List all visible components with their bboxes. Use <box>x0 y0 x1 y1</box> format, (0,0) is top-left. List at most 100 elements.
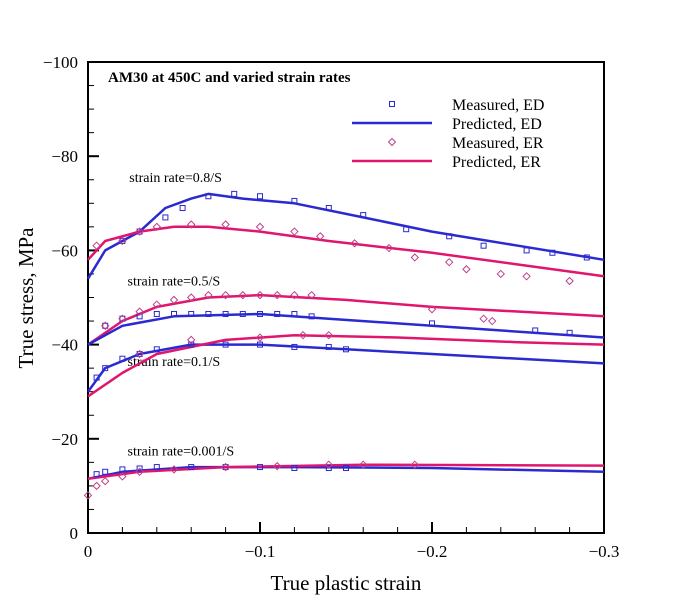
measured-er-point <box>290 227 299 236</box>
strain-rate-annotation: strain rate=0.001/S <box>128 444 235 459</box>
measured-ed-point <box>257 193 263 200</box>
measured-ed-point <box>257 310 263 317</box>
measured-er-point <box>118 472 127 481</box>
y-axis-label: True stress, MPa <box>14 227 38 369</box>
series-0-001-S-measured-ER <box>83 460 420 500</box>
predicted-line <box>87 225 605 278</box>
measured-er-point <box>135 349 144 359</box>
series-0-1-S-predicted-ED <box>86 343 605 393</box>
measured-ed-point <box>171 310 177 317</box>
measured-ed-point <box>102 468 109 475</box>
series-0-5-S-measured-ED <box>102 310 573 336</box>
measured-ed-point <box>222 310 229 317</box>
predicted-line <box>87 333 605 398</box>
series-0-001-S-predicted-ED <box>87 465 605 481</box>
measured-ed-point <box>102 365 109 372</box>
measured-er-point <box>307 290 316 300</box>
measured-er-point <box>298 330 308 340</box>
measured-ed-point <box>136 313 143 320</box>
measured-ed-point <box>360 212 367 219</box>
measured-ed-point <box>93 471 100 478</box>
y-tick-label: −40 <box>51 336 78 355</box>
legend-label: Measured, ED <box>452 97 544 114</box>
measured-er-point <box>462 265 471 274</box>
measured-ed-point <box>291 197 298 204</box>
series-0-1-S-predicted-ER <box>87 333 605 398</box>
measured-ed-point <box>162 214 169 221</box>
measured-er-point <box>152 222 162 232</box>
y-tick-label: −80 <box>51 147 78 166</box>
measured-ed-point <box>136 465 143 472</box>
measured-er-point <box>522 272 531 281</box>
measured-ed-point <box>403 226 410 233</box>
series-0-5-S-predicted-ED <box>87 312 605 346</box>
legend-label: Measured, ER <box>452 135 544 152</box>
measured-er-point <box>479 314 488 323</box>
series-0-1-S-measured-ER <box>135 330 334 359</box>
measured-ed-point <box>389 101 395 107</box>
measured-er-point <box>324 460 334 469</box>
measured-er-point <box>272 290 282 300</box>
x-tick-label: −0.3 <box>589 542 620 561</box>
measured-ed-point <box>188 464 195 471</box>
series-0-001-S-predicted-ER <box>87 463 605 481</box>
measured-er-point <box>221 290 230 300</box>
measured-er-point <box>565 276 574 286</box>
series-0-1-S-measured-ED <box>93 341 349 381</box>
measured-ed-point <box>179 205 186 212</box>
measured-ed-point <box>188 310 195 317</box>
y-tick-label: −60 <box>51 241 78 260</box>
measured-ed-point <box>291 465 298 472</box>
measured-ed-point <box>222 464 229 471</box>
measured-er-point <box>350 239 359 248</box>
measured-er-point <box>410 460 420 469</box>
series-layer <box>83 190 605 500</box>
chart-title: AM30 at 450C and varied strain rates <box>108 70 351 86</box>
x-axis-label: True plastic strain <box>271 571 422 595</box>
measured-ed-point <box>429 320 435 327</box>
series-0-5-S-predicted-ER <box>87 293 605 346</box>
measured-er-point <box>255 290 265 300</box>
measured-er-point <box>221 220 230 229</box>
measured-er-point <box>221 462 230 472</box>
measured-ed-point <box>119 237 126 244</box>
measured-er-point <box>358 460 368 469</box>
y-tick-label: −100 <box>43 53 78 72</box>
measured-er-point <box>100 476 110 486</box>
series-0-001-S-measured-ED <box>93 464 349 478</box>
measured-er-point <box>384 243 394 253</box>
measured-er-point <box>186 335 196 345</box>
y-tick-label: −20 <box>51 430 78 449</box>
x-tick-label: −0.1 <box>245 542 276 561</box>
measured-er-point <box>169 465 179 474</box>
measured-ed-point <box>136 228 143 235</box>
measured-ed-point <box>153 346 160 353</box>
measured-ed-point <box>102 322 109 329</box>
measured-ed-point <box>343 346 349 353</box>
measured-ed-point <box>325 465 332 472</box>
measured-er-point <box>444 257 454 267</box>
measured-ed-point <box>119 315 126 322</box>
measured-er-point <box>135 307 144 316</box>
measured-er-point <box>118 314 127 323</box>
measured-ed-point <box>119 466 126 473</box>
measured-er-point <box>272 461 282 471</box>
measured-er-point <box>135 467 144 476</box>
y-tick-label: 0 <box>70 524 79 543</box>
measured-ed-point <box>446 233 453 240</box>
measured-ed-point <box>549 249 556 256</box>
predicted-line <box>87 463 605 481</box>
measured-er-point <box>169 295 179 305</box>
predicted-line <box>87 312 605 346</box>
measured-ed-point <box>205 310 212 317</box>
predicted-line <box>86 343 605 393</box>
measured-er-point <box>92 241 101 250</box>
measured-ed-point <box>257 341 263 348</box>
measured-ed-point <box>257 464 263 471</box>
measured-ed-point <box>523 247 530 254</box>
series-0-8-S-measured-ER <box>92 220 574 286</box>
measured-er-point <box>496 269 506 279</box>
measured-ed-point <box>308 313 315 320</box>
